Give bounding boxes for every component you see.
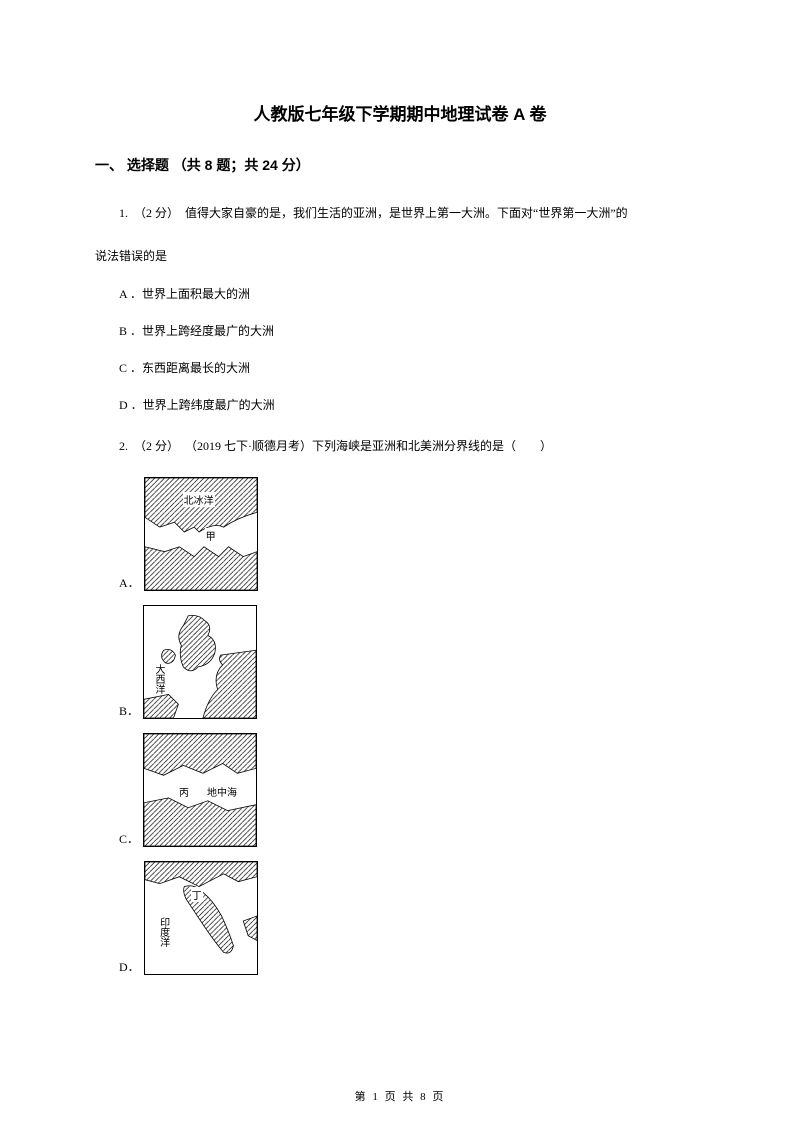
section-number: 一、 <box>95 157 123 173</box>
page-footer: 第 1 页 共 8 页 <box>0 1088 800 1104</box>
q2-option-a-row: A． 北冰洋 甲 <box>119 477 705 591</box>
q1-option-a: A ．世界上面积最大的洲 <box>95 285 705 302</box>
section-name: 选择题 <box>127 157 169 173</box>
q2-option-a-label: A． <box>119 574 140 591</box>
q2-text: 2. （2 分） （2019 七下·顺德月考）下列海峡是亚洲和北美洲分界线的是（… <box>95 433 705 459</box>
q1-line2: 说法错误的是 <box>95 242 705 271</box>
q1-option-d: D ．世界上跨纬度最广的大洲 <box>95 396 705 413</box>
map-d-label1: 丁 <box>191 887 203 902</box>
q2-body: 下列海峡是亚洲和北美洲分界线的是（ ） <box>312 439 552 453</box>
map-c: 丙 地中海 <box>143 733 257 847</box>
section-count: （共 8 题；共 24 分） <box>173 157 310 173</box>
map-d-label2: 印度洋 <box>155 917 172 947</box>
page-title: 人教版七年级下学期期中地理试卷 A 卷 <box>95 100 705 125</box>
map-b-label1: 大西洋 <box>150 664 167 694</box>
q1-number: 1. <box>119 206 128 220</box>
q2-option-b-row: B． 大西洋 <box>119 605 705 719</box>
q2-option-b-label: B． <box>119 702 139 719</box>
q2-option-c-label: C． <box>119 830 139 847</box>
q2-option-d-label: D． <box>119 958 140 975</box>
map-a-label2: 甲 <box>205 528 217 543</box>
map-d: 丁 印度洋 <box>144 861 258 975</box>
map-a-label1: 北冰洋 <box>183 492 215 507</box>
q2-number: 2. <box>119 439 128 453</box>
q2-points: （2 分） <box>134 439 179 453</box>
map-a: 北冰洋 甲 <box>144 477 258 591</box>
q2-source: （2019 七下·顺德月考） <box>185 439 312 453</box>
q1-option-c: C ．东西距离最长的大洲 <box>95 359 705 376</box>
map-b: 大西洋 <box>143 605 257 719</box>
map-c-label1: 丙 <box>178 784 190 799</box>
map-c-label2: 地中海 <box>206 784 238 799</box>
q2-option-d-row: D． 丁 印度洋 <box>119 861 705 975</box>
q2-option-c-row: C． 丙 地中海 <box>119 733 705 847</box>
q1-option-b: B ．世界上跨经度最广的大洲 <box>95 322 705 339</box>
q1-line1: 值得大家自豪的是，我们生活的亚洲，是世界上第一大洲。下面对“世界第一大洲”的 <box>185 206 628 220</box>
q1-text: 1. （2 分） 值得大家自豪的是，我们生活的亚洲，是世界上第一大洲。下面对“世… <box>95 199 705 228</box>
q1-points: （2 分） <box>134 206 179 220</box>
section-header: 一、 选择题 （共 8 题；共 24 分） <box>95 155 705 175</box>
